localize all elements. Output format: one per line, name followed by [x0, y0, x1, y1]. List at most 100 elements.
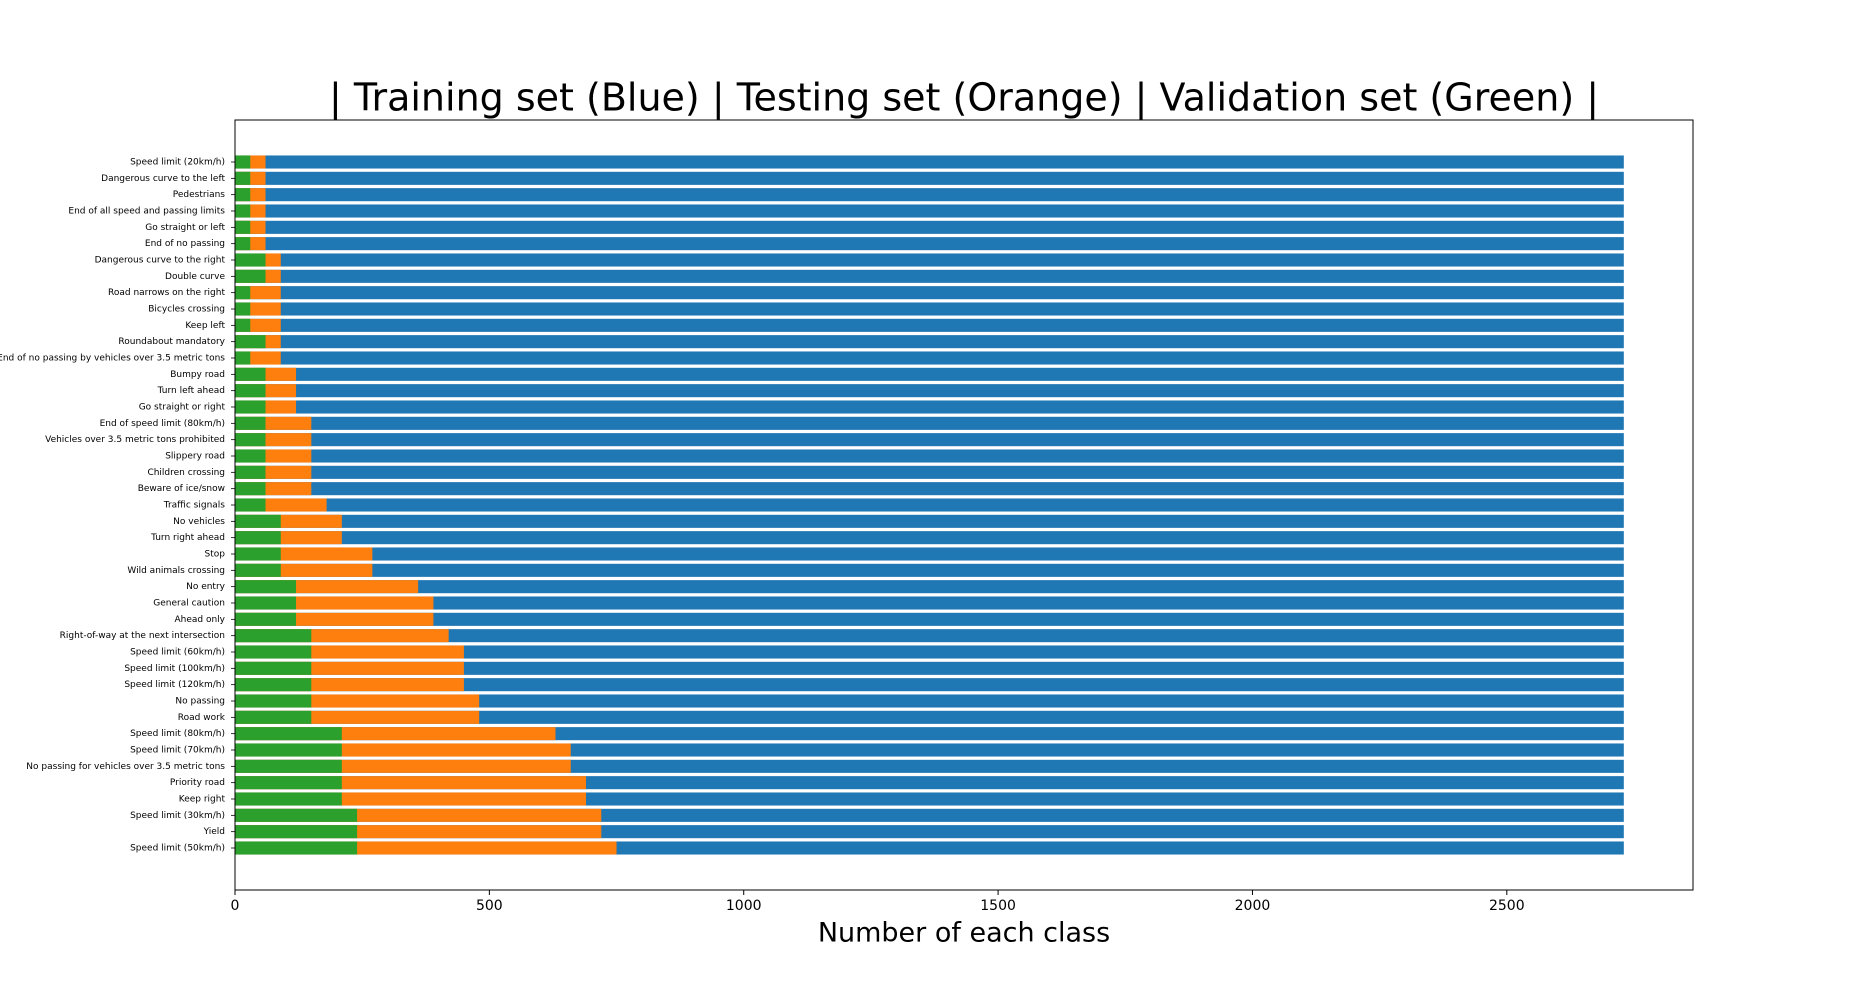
bar: [235, 580, 297, 594]
y-tick-label: Priority road: [170, 778, 225, 788]
bar: [235, 482, 266, 496]
y-tick-label: Speed limit (30km/h): [130, 811, 225, 821]
bar: [235, 384, 1624, 398]
bar: [235, 269, 1624, 283]
bar: [235, 416, 1624, 430]
bar: [235, 220, 251, 234]
y-tick-label: Roundabout mandatory: [118, 337, 225, 347]
bar: [235, 596, 297, 610]
bar: [235, 269, 266, 283]
y-tick-label: End of no passing by vehicles over 3.5 m…: [0, 354, 225, 364]
bar: [235, 661, 1624, 675]
y-tick-label: General caution: [153, 599, 225, 609]
bar: [235, 710, 1624, 724]
y-tick-label: Vehicles over 3.5 metric tons prohibited: [45, 435, 225, 445]
bar: [235, 433, 266, 447]
bar: [235, 482, 1624, 496]
bar: [235, 302, 1624, 316]
y-tick-label: Road narrows on the right: [108, 288, 225, 298]
bar: [235, 188, 1624, 202]
y-tick-label: Children crossing: [147, 468, 225, 478]
y-tick-label: Beware of ice/snow: [138, 484, 225, 494]
bar: [235, 318, 251, 332]
y-tick-label: Speed limit (60km/h): [130, 648, 225, 658]
bar: [235, 155, 251, 169]
bar: [235, 629, 312, 643]
bar: [235, 531, 281, 545]
bar: [235, 367, 266, 381]
y-tick-label: Bumpy road: [170, 370, 225, 380]
bar: [235, 498, 266, 512]
x-tick-label: 1000: [726, 898, 762, 914]
bar: [235, 465, 1624, 479]
bar: [235, 629, 1624, 643]
y-tick-label: Go straight or right: [139, 403, 226, 413]
y-tick-label: End of no passing: [145, 239, 225, 249]
y-tick-label: Dangerous curve to the right: [95, 256, 226, 266]
bar: [235, 547, 281, 561]
bar: [235, 661, 312, 675]
y-tick-label: Right-of-way at the next intersection: [60, 631, 225, 641]
bar: [235, 416, 266, 430]
y-tick-label: Wild animals crossing: [127, 566, 225, 576]
bar: [235, 155, 1624, 169]
bar: [235, 171, 1624, 185]
y-tick-label: Road work: [178, 713, 226, 723]
plot-frame: [234, 119, 1694, 891]
x-tick-label: 2500: [1489, 898, 1525, 914]
y-tick-label: Go straight or left: [145, 223, 225, 233]
bar: [235, 188, 251, 202]
y-tick-label: Stop: [205, 550, 226, 560]
bar: [235, 678, 1624, 692]
bar: [235, 759, 342, 773]
y-tick-label: Speed limit (120km/h): [124, 680, 225, 690]
bar: [235, 253, 266, 267]
bar: [235, 302, 251, 316]
chart-title: | Training set (Blue) | Testing set (Ora…: [329, 76, 1599, 121]
bar: [235, 743, 342, 757]
bar: [235, 237, 251, 251]
y-tick-label: Speed limit (20km/h): [130, 158, 225, 168]
y-tick-label: Dangerous curve to the left: [101, 174, 225, 184]
bar: [235, 694, 312, 708]
y-tick-label: End of all speed and passing limits: [68, 207, 225, 217]
bar: [235, 351, 1624, 365]
bar: [235, 433, 1624, 447]
bar: [235, 727, 342, 741]
bar: [235, 678, 312, 692]
bar: [235, 531, 1624, 545]
bar: [235, 351, 251, 365]
y-tick-label: Bicycles crossing: [148, 305, 225, 315]
x-tick-label: 1500: [980, 898, 1016, 914]
x-tick-label: 500: [476, 898, 503, 914]
y-tick-label: Ahead only: [174, 615, 225, 625]
bar: [235, 792, 342, 806]
y-tick-label: Speed limit (50km/h): [130, 844, 225, 854]
bar: [235, 204, 1624, 218]
y-tick-label: Yield: [203, 827, 225, 837]
y-tick-label: No passing: [175, 697, 225, 707]
bar: [235, 367, 1624, 381]
bar: [235, 204, 251, 218]
y-tick-label: Pedestrians: [173, 190, 226, 200]
bar: [235, 825, 358, 839]
bar: [235, 514, 1624, 528]
bar: [235, 449, 266, 463]
y-tick-label: Turn right ahead: [150, 533, 225, 543]
y-tick-label: No entry: [186, 582, 226, 592]
y-tick-label: No vehicles: [173, 517, 225, 527]
bar: [235, 563, 281, 577]
y-tick-label: Double curve: [165, 272, 225, 282]
bar: [235, 237, 1624, 251]
bar: [235, 808, 358, 822]
bar: [235, 286, 1624, 300]
y-tick-label: Speed limit (100km/h): [124, 664, 225, 674]
y-tick-label: No passing for vehicles over 3.5 metric …: [26, 762, 225, 772]
bar: [235, 171, 251, 185]
y-tick-label: Keep left: [185, 321, 225, 331]
y-tick-label: Speed limit (80km/h): [130, 729, 225, 739]
y-tick-label: Keep right: [179, 795, 226, 805]
bar: [235, 400, 1624, 414]
y-tick-label: Traffic signals: [163, 501, 226, 511]
